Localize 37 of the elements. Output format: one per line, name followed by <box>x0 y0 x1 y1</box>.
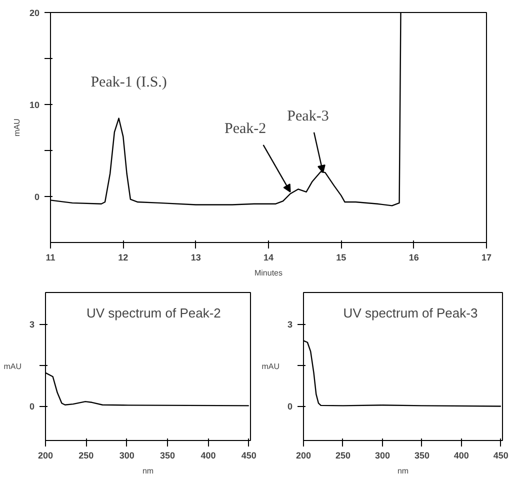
x-tick-label: 13 <box>190 252 201 262</box>
annotation: Peak-3 <box>287 108 329 125</box>
x-tick-label: 16 <box>408 252 419 262</box>
x-tick-label: 300 <box>374 450 390 460</box>
x-tick-label: 14 <box>263 252 274 262</box>
y-tick-label: 10 <box>29 100 40 110</box>
x-axis-title: nm <box>142 466 154 476</box>
y-tick-label: 3 <box>287 320 293 330</box>
x-tick-label: 11 <box>46 252 56 262</box>
x-axis-title: Minutes <box>254 268 283 278</box>
x-tick-label: 17 <box>481 252 492 262</box>
text: UV spectrum of Peak-2 <box>86 306 221 320</box>
x-tick-label: 250 <box>335 450 351 460</box>
x-tick-label: 15 <box>336 252 346 262</box>
x-tick-label: 450 <box>493 450 508 460</box>
y-axis-title: mAU <box>12 118 22 136</box>
text: UV spectrum of Peak-3 <box>343 306 478 320</box>
x-tick-label: 200 <box>296 450 312 460</box>
y-tick-label: 0 <box>34 192 40 202</box>
x-tick-label: 200 <box>38 450 54 460</box>
x-axis-title: nm <box>397 466 409 476</box>
y-axis-title: mAU <box>262 362 280 371</box>
annotation: Peak-2 <box>224 120 266 137</box>
y-tick-label: 20 <box>29 8 40 18</box>
y-axis-title: mAU <box>4 362 22 371</box>
x-tick-label: 300 <box>119 450 134 460</box>
y-tick-label: 0 <box>287 402 293 412</box>
x-tick-label: 350 <box>160 450 176 460</box>
y-tick-label: 0 <box>29 402 35 412</box>
x-tick-label: 450 <box>241 450 256 460</box>
annotation: Peak-1 (I.S.) <box>90 74 167 90</box>
x-tick-label: 400 <box>200 450 216 460</box>
x-tick-label: 250 <box>78 450 94 460</box>
x-tick-label: 400 <box>454 450 469 460</box>
x-tick-label: 350 <box>414 450 430 460</box>
y-tick-label: 3 <box>29 320 35 330</box>
x-tick-label: 12 <box>118 252 128 262</box>
